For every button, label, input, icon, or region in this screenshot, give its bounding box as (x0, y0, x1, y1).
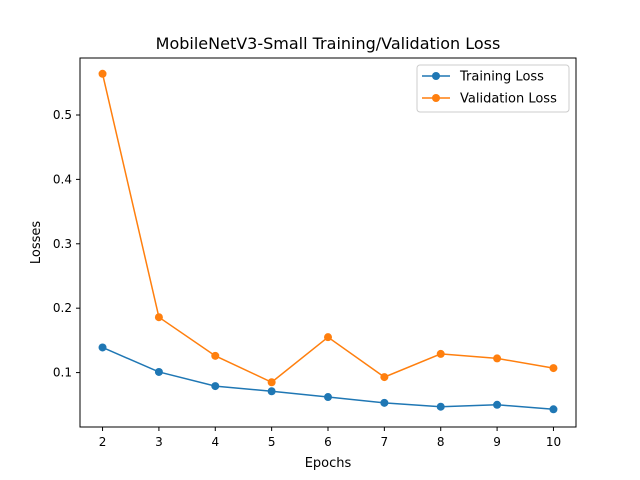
data-point (324, 333, 332, 342)
x-tick-label: 3 (155, 435, 163, 449)
legend-marker (432, 94, 440, 102)
data-point (549, 405, 558, 414)
data-point (493, 354, 502, 363)
y-tick-label: 0.1 (53, 366, 72, 380)
x-tick-label: 8 (437, 435, 445, 449)
y-tick-label: 0.3 (53, 237, 72, 251)
legend-label: Training Loss (459, 70, 544, 85)
data-point (98, 69, 107, 78)
legend: Training Loss Validation Loss (416, 64, 570, 113)
legend-marker (432, 72, 440, 80)
data-point (549, 364, 558, 373)
data-point (380, 398, 389, 407)
data-point (98, 343, 107, 352)
legend-label: Validation Loss (460, 92, 557, 107)
x-tick-label: 4 (211, 435, 219, 449)
x-axis-label: Epochs (305, 456, 352, 471)
y-axis-label: Losses (29, 221, 44, 265)
x-tick-label: 10 (546, 435, 561, 449)
series-layer (98, 69, 558, 414)
x-axis-ticks: 2 3 4 5 6 7 8 9 10 (99, 427, 561, 449)
data-point (154, 367, 163, 376)
data-point (211, 351, 220, 360)
data-point (493, 400, 502, 409)
legend-frame (416, 64, 570, 113)
data-point (211, 382, 220, 391)
series-validation-loss (98, 69, 558, 387)
y-axis-ticks: 0.1 0.2 0.3 0.4 0.5 (53, 108, 80, 380)
data-point (267, 387, 276, 396)
data-point (154, 313, 163, 322)
data-point (324, 393, 332, 402)
x-tick-label: 5 (268, 435, 276, 449)
plot-area: 2 3 4 5 6 7 8 9 10 0.1 0.2 0.3 0.4 0.5 (53, 57, 577, 449)
y-tick-label: 0.2 (53, 301, 72, 315)
data-point (380, 373, 389, 382)
data-point (267, 378, 276, 387)
legend-item: Validation Loss (422, 92, 557, 107)
data-point (436, 349, 445, 358)
y-tick-label: 0.4 (53, 172, 72, 186)
data-point (436, 402, 445, 411)
chart-title: MobileNetV3-Small Training/Validation Lo… (156, 34, 501, 53)
series-training-loss (98, 343, 558, 414)
x-tick-label: 7 (381, 435, 389, 449)
y-tick-label: 0.5 (53, 108, 72, 122)
x-tick-label: 2 (99, 435, 107, 449)
x-tick-label: 6 (324, 435, 332, 449)
x-tick-label: 9 (493, 435, 501, 449)
legend-item: Training Loss (422, 70, 544, 85)
